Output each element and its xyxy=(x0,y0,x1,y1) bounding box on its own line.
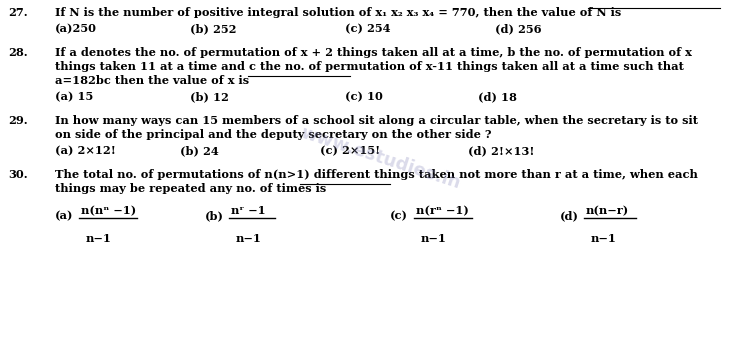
Text: things may be repeated any no. of times is: things may be repeated any no. of times … xyxy=(55,183,326,194)
Text: nʳ −1: nʳ −1 xyxy=(231,205,265,216)
Text: n(rⁿ −1): n(rⁿ −1) xyxy=(416,205,469,216)
Text: n−1: n−1 xyxy=(421,233,447,244)
Text: (c) 10: (c) 10 xyxy=(345,91,383,102)
Text: (a) 2×12!: (a) 2×12! xyxy=(55,145,116,156)
Text: n−1: n−1 xyxy=(591,233,617,244)
Text: n−1: n−1 xyxy=(236,233,262,244)
Text: (a): (a) xyxy=(55,210,74,221)
Text: (c) 2×15!: (c) 2×15! xyxy=(320,145,380,156)
Text: (a)250: (a)250 xyxy=(55,23,97,34)
Text: (b) 24: (b) 24 xyxy=(180,145,219,156)
Text: 30.: 30. xyxy=(8,169,28,180)
Text: (c) 254: (c) 254 xyxy=(345,23,390,34)
Text: If N is the number of positive integral solution of x₁ x₂ x₃ x₄ = 770, then the : If N is the number of positive integral … xyxy=(55,7,621,18)
Text: (b) 12: (b) 12 xyxy=(190,91,229,102)
Text: (d) 2!×13!: (d) 2!×13! xyxy=(468,145,534,156)
Text: on side of the principal and the deputy secretary on the other side ?: on side of the principal and the deputy … xyxy=(55,129,491,140)
Text: www.estudies.in: www.estudies.in xyxy=(298,124,463,192)
Text: 29.: 29. xyxy=(8,115,28,126)
Text: 27.: 27. xyxy=(8,7,28,18)
Text: n(nⁿ −1): n(nⁿ −1) xyxy=(81,205,136,216)
Text: (d): (d) xyxy=(560,210,579,221)
Text: (d) 18: (d) 18 xyxy=(478,91,517,102)
Text: 28.: 28. xyxy=(8,47,28,58)
Text: (a) 15: (a) 15 xyxy=(55,91,94,102)
Text: things taken 11 at a time and c the no. of permutation of x-11 things taken all : things taken 11 at a time and c the no. … xyxy=(55,61,684,72)
Text: (b): (b) xyxy=(205,210,224,221)
Text: (d) 256: (d) 256 xyxy=(495,23,542,34)
Text: n−1: n−1 xyxy=(86,233,112,244)
Text: (c): (c) xyxy=(390,210,408,221)
Text: The total no. of permutations of n(n>1) different things taken not more than r a: The total no. of permutations of n(n>1) … xyxy=(55,169,698,180)
Text: n(n−r): n(n−r) xyxy=(586,205,629,216)
Text: In how many ways can 15 members of a school sit along a circular table, when the: In how many ways can 15 members of a sch… xyxy=(55,115,698,126)
Text: (b) 252: (b) 252 xyxy=(190,23,237,34)
Text: a=182bc then the value of x is: a=182bc then the value of x is xyxy=(55,75,249,86)
Text: If a denotes the no. of permutation of x + 2 things taken all at a time, b the n: If a denotes the no. of permutation of x… xyxy=(55,47,692,58)
